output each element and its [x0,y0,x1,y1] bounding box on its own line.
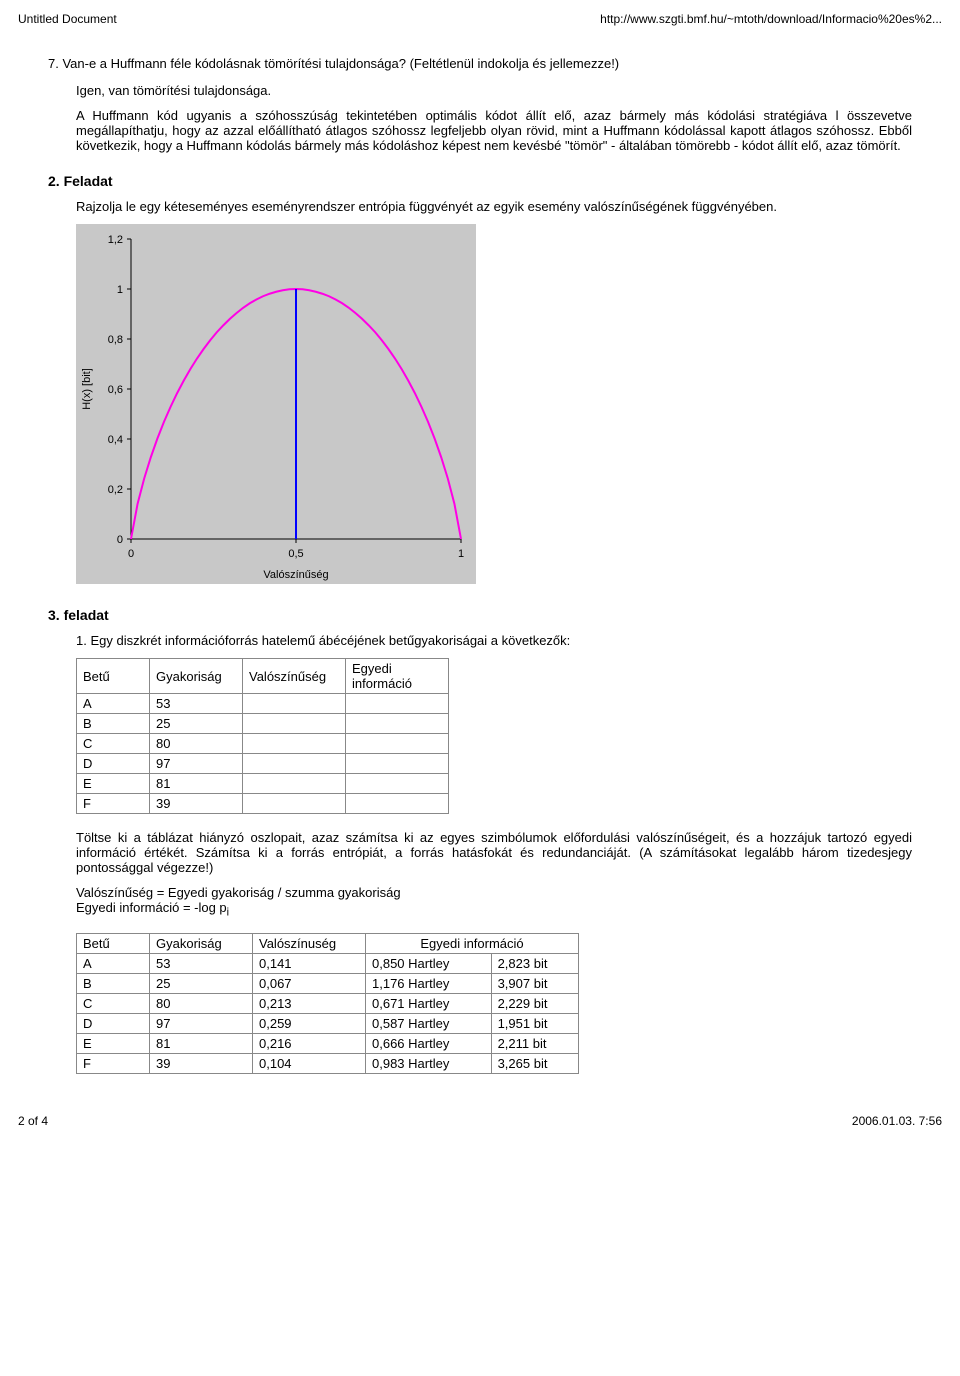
feladat2-prompt: Rajzolja le egy kéteseményes eseményrend… [76,199,912,214]
table1-cell [243,774,346,794]
table2-cell: 1,951 bit [491,1013,578,1033]
table1-cell [346,794,449,814]
table1-cell: 80 [150,734,243,754]
table1-cell: B [77,714,150,734]
table2-cell: 39 [150,1053,253,1073]
svg-text:1: 1 [458,548,464,560]
table2-cell: 0,666 Hartley [366,1033,492,1053]
table2-header: Gyakoriság [150,933,253,953]
table2-cell: 2,229 bit [491,993,578,1013]
svg-text:0,6: 0,6 [108,384,123,396]
table2-cell: 1,176 Hartley [366,973,492,993]
table2-cell: 0,850 Hartley [366,953,492,973]
results-table: BetűGyakoriságValószínuségEgyedi informá… [76,933,579,1074]
table1-cell [243,694,346,714]
svg-text:H(x) [bit]: H(x) [bit] [81,368,93,410]
table1-header: Valószínűség [243,659,346,694]
table2-cell: 2,211 bit [491,1033,578,1053]
table2-header: Egyedi információ [366,933,579,953]
table1-cell: E [77,774,150,794]
table1-cell [243,754,346,774]
feladat3-heading: 3. feladat [48,607,912,623]
table2-cell: 2,823 bit [491,953,578,973]
table1-cell [243,794,346,814]
table2-cell: 81 [150,1033,253,1053]
feladat3-instruct: Töltse ki a táblázat hiányzó oszlopait, … [76,830,912,875]
formula-info: Egyedi információ = -log pi [76,900,912,919]
doc-url: http://www.szgti.bmf.hu/~mtoth/download/… [600,12,942,26]
table2-cell: 0,216 [253,1033,366,1053]
table1-cell [346,754,449,774]
svg-text:0: 0 [128,548,134,560]
table1-cell [243,714,346,734]
table2-cell: 80 [150,993,253,1013]
table2-cell: 3,907 bit [491,973,578,993]
table2-cell: 3,265 bit [491,1053,578,1073]
table1-cell [346,694,449,714]
table2-cell: 0,104 [253,1053,366,1073]
table1-cell: A [77,694,150,714]
table2-cell: 25 [150,973,253,993]
table1-cell: 81 [150,774,243,794]
table2-cell: 0,141 [253,953,366,973]
table2-cell: E [77,1033,150,1053]
table1-cell [346,774,449,794]
table2-cell: B [77,973,150,993]
svg-text:0,2: 0,2 [108,484,123,496]
table1-cell: 39 [150,794,243,814]
table1-cell: C [77,734,150,754]
q7-answer-body: A Huffmann kód ugyanis a szóhosszúság te… [76,108,912,153]
table2-cell: 0,671 Hartley [366,993,492,1013]
svg-text:0: 0 [117,534,123,546]
table2-cell: 0,067 [253,973,366,993]
q7-answer-lead: Igen, van tömörítési tulajdonsága. [76,83,912,98]
table2-cell: 0,983 Hartley [366,1053,492,1073]
table2-header: Valószínuség [253,933,366,953]
q7-text: Van-e a Huffmann féle kódolásnak tömörít… [62,56,619,71]
table2-cell: 97 [150,1013,253,1033]
table1-cell [243,734,346,754]
table2-cell: A [77,953,150,973]
formula-prob: Valószínűség = Egyedi gyakoriság / szumm… [76,885,912,900]
page-content: 7. Van-e a Huffmann féle kódolásnak tömö… [48,56,912,1074]
table1-cell: 97 [150,754,243,774]
table1-header: Betű [77,659,150,694]
table1-header: Egyedi információ [346,659,449,694]
svg-text:0,4: 0,4 [108,434,123,446]
table1-cell: D [77,754,150,774]
table1-cell [346,734,449,754]
table1-cell: 53 [150,694,243,714]
entropy-chart: 0 0,2 0,4 0,6 0,8 1 1,2 0 0,5 1 Valószínűség H(x) [… [76,224,912,587]
table2-cell: 0,259 [253,1013,366,1033]
table1-cell: 25 [150,714,243,734]
table1-header: Gyakoriság [150,659,243,694]
svg-text:0,5: 0,5 [288,548,303,560]
svg-text:1,2: 1,2 [108,234,123,246]
page-number: 2 of 4 [18,1114,48,1128]
table2-cell: 0,213 [253,993,366,1013]
q7-number: 7. [48,56,59,71]
svg-text:1: 1 [117,284,123,296]
feladat3-sub1-text: Egy diszkrét információforrás hatelemű á… [90,633,570,648]
svg-text:Valószínűség: Valószínűség [263,569,328,581]
feladat3-sub1-num: 1. [76,633,87,648]
table2-cell: F [77,1053,150,1073]
table1-cell [346,714,449,734]
question-7: 7. Van-e a Huffmann féle kódolásnak tömö… [48,56,912,71]
svg-text:0,8: 0,8 [108,334,123,346]
timestamp: 2006.01.03. 7:56 [852,1114,942,1128]
table2-cell: 53 [150,953,253,973]
table2-cell: 0,587 Hartley [366,1013,492,1033]
table1-cell: F [77,794,150,814]
doc-title: Untitled Document [18,12,117,26]
table2-cell: D [77,1013,150,1033]
table2-cell: C [77,993,150,1013]
feladat2-heading: 2. Feladat [48,173,912,189]
frequency-table: BetűGyakoriságValószínűségEgyedi informá… [76,658,449,814]
table2-header: Betű [77,933,150,953]
